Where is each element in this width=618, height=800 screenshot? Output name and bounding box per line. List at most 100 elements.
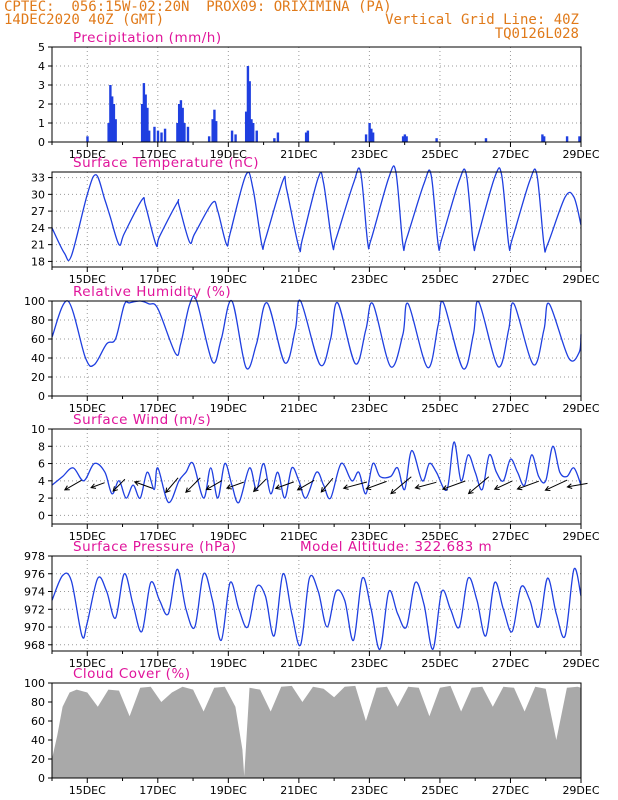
- precip-bar: [276, 132, 280, 142]
- precip-bar: [214, 121, 218, 142]
- precip-xtick-label: 17DEC: [139, 148, 176, 161]
- precip-bar: [484, 138, 488, 142]
- precip-bar: [107, 123, 110, 142]
- cloud-ytick-label: 20: [31, 753, 45, 766]
- wind-xtick-label: 21DEC: [280, 530, 317, 543]
- precip-bar: [542, 136, 546, 142]
- pres-series-line: [51, 567, 582, 650]
- wind-arrow: [390, 476, 412, 495]
- temp-xtick-label: 17DEC: [139, 273, 176, 286]
- wind-ytick-label: 4: [38, 475, 45, 488]
- precip-bar: [435, 138, 438, 142]
- precip-bar: [163, 128, 167, 142]
- rh-xtick-label: 25DEC: [421, 402, 458, 415]
- precip-bar: [177, 104, 181, 142]
- precip-ytick-label: 4: [38, 60, 45, 73]
- header-model-id: TQ0126L028: [494, 26, 579, 42]
- header-grid-info: Vertical Grid Line: 40Z: [385, 12, 579, 28]
- precip-bar: [147, 130, 151, 142]
- temp-xtick-label: 27DEC: [492, 273, 529, 286]
- rh-ytick-label: 100: [24, 295, 45, 308]
- precip-bar: [246, 66, 250, 142]
- precip-bar: [252, 123, 255, 142]
- precip-bar: [578, 136, 581, 142]
- wind-panel: Surface Wind (m/s) 0 2 4 6 8 10 15DEC 17DEC 19DEC…: [31, 412, 600, 543]
- precip-bar: [248, 81, 251, 142]
- precip-bar: [541, 134, 544, 142]
- pres-xtick-label: 19DEC: [210, 657, 247, 670]
- temp-ytick-label: 33: [31, 172, 45, 185]
- temp-ytick-label: 18: [31, 255, 45, 268]
- precip-bar: [183, 123, 186, 142]
- wind-xtick-label: 19DEC: [210, 530, 247, 543]
- wind-arrow: [185, 477, 201, 494]
- cloud-xtick-label: 17DEC: [139, 784, 176, 797]
- wind-xtick-label: 23DEC: [351, 530, 388, 543]
- pres-xtick-label: 23DEC: [351, 657, 388, 670]
- precip-bar: [207, 136, 211, 142]
- wind-ytick-label: 2: [38, 492, 45, 505]
- precip-bar: [86, 136, 89, 142]
- pres-ytick-label: 976: [24, 568, 45, 581]
- precip-bar: [160, 132, 163, 142]
- wind-frame: [51, 428, 582, 525]
- precip-bar: [146, 107, 149, 142]
- precip-bar: [401, 136, 405, 142]
- precip-bar: [368, 123, 371, 142]
- temp-frame: [51, 171, 582, 268]
- precip-bar: [405, 136, 408, 142]
- pres-subtitle: Model Altitude: 322.683 m: [300, 539, 492, 555]
- precip-bar: [109, 85, 112, 142]
- cloud-panel: Cloud Cover (%) 0 20 40 60 80 100 15DEC 17DEC 19D…: [24, 666, 600, 797]
- wind-arrow: [274, 481, 294, 490]
- precip-bar: [179, 100, 183, 142]
- temp-title: Surface Temperature (nC): [73, 155, 259, 171]
- wind-ytick-label: 0: [38, 509, 45, 522]
- wind-arrow: [112, 478, 126, 492]
- temp-xtick-label: 19DEC: [210, 273, 247, 286]
- temp-panel: Surface Temperature (nC) 18 21 24 27 30 33 15DE…: [31, 155, 600, 286]
- precip-bar: [230, 130, 234, 142]
- cloud-xtick-label: 21DEC: [280, 784, 317, 797]
- wind-arrow: [225, 481, 244, 490]
- wind-arrow: [566, 482, 588, 489]
- precip-panel: Precipitation (mm/h) 0 1 2 3 4 5 15DEC 17DEC 19DE…: [38, 30, 600, 161]
- precip-ytick-label: 2: [38, 98, 45, 111]
- precip-ytick-label: 5: [38, 41, 45, 54]
- rh-xtick-label: 27DEC: [492, 402, 529, 415]
- precip-bar: [371, 132, 375, 142]
- temp-ytick-label: 24: [31, 222, 45, 235]
- wind-arrows: [63, 476, 588, 495]
- pres-ytick-label: 970: [24, 621, 45, 634]
- precip-bar: [140, 104, 144, 142]
- cloud-xtick-label: 25DEC: [421, 784, 458, 797]
- precip-bar: [114, 119, 117, 142]
- precip-frame: [51, 46, 582, 143]
- wind-xtick-label: 17DEC: [139, 530, 176, 543]
- pres-xtick-label: 21DEC: [280, 657, 317, 670]
- precip-bar: [176, 123, 179, 142]
- precip-bar: [144, 94, 147, 142]
- precip-bar: [112, 104, 116, 142]
- temp-series-line: [51, 165, 582, 262]
- precip-bar: [370, 128, 373, 142]
- precip-xtick-label: 25DEC: [421, 148, 458, 161]
- cloud-xtick-label: 27DEC: [492, 784, 529, 797]
- precip-ytick-label: 1: [38, 117, 45, 130]
- wind-xtick-label: 25DEC: [421, 530, 458, 543]
- precip-bar: [186, 126, 190, 142]
- precip-ytick-label: 3: [38, 79, 45, 92]
- precip-bar: [181, 107, 184, 142]
- cloud-area: [52, 685, 581, 778]
- precip-bar: [403, 134, 407, 142]
- pres-ytick-label: 974: [24, 586, 45, 599]
- temp-xtick-label: 15DEC: [69, 273, 106, 286]
- temp-xtick-label: 25DEC: [421, 273, 458, 286]
- precip-bar: [306, 130, 310, 142]
- precip-xtick-label: 21DEC: [280, 148, 317, 161]
- cloud-xtick-label: 23DEC: [351, 784, 388, 797]
- precip-xtick-label: 29DEC: [562, 148, 599, 161]
- wind-xtick-label: 15DEC: [69, 530, 106, 543]
- precip-bar: [565, 136, 569, 142]
